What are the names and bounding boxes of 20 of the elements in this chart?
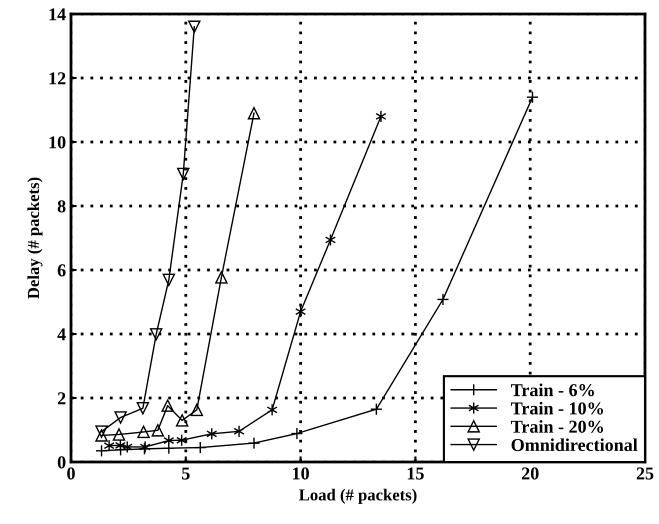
x-tick-label: 15 (408, 467, 424, 480)
y-tick-label: 8 (58, 200, 66, 212)
x-tick-label: 5 (182, 468, 190, 480)
y-tick-label: 12 (50, 72, 66, 84)
y-tick-label: 14 (50, 8, 66, 20)
legend-label: Omnidirectional (512, 438, 638, 452)
x-tick-label: 0 (67, 467, 75, 480)
y-axis-title: Delay (# packets) (27, 178, 43, 299)
x-tick-label: 20 (522, 467, 539, 480)
y-tick-label: 10 (50, 136, 66, 148)
y-tick-label: 0 (58, 456, 66, 468)
y-tick-label: 2 (58, 392, 66, 404)
x-axis-title: Load (# packets) (299, 488, 417, 504)
legend-label: Train - 6% (510, 384, 594, 396)
legend-label: Train - 20% (510, 420, 603, 433)
legend-label: Train - 10% (510, 402, 603, 415)
x-tick-label: 10 (293, 467, 309, 480)
x-tick-label: 25 (636, 467, 654, 480)
y-tick-label: 4 (57, 328, 66, 340)
y-tick-label: 6 (58, 264, 66, 276)
